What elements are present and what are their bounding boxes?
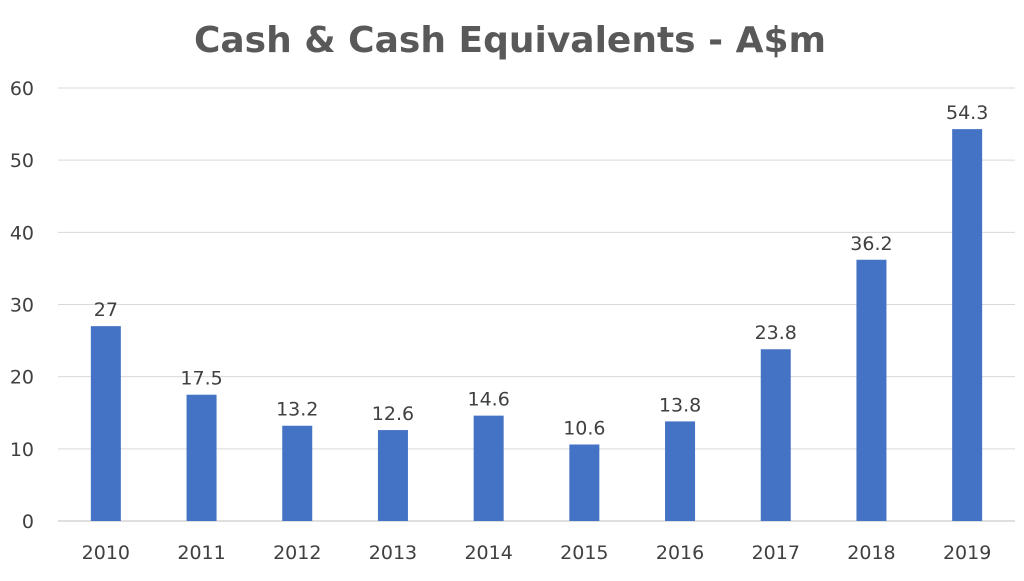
x-tick-label: 2015 [560, 542, 608, 564]
data-label: 23.8 [755, 322, 797, 344]
bars [90, 129, 983, 521]
data-label: 36.2 [850, 233, 892, 255]
bar [760, 349, 791, 521]
x-tick-label: 2018 [847, 542, 895, 564]
bar [282, 425, 313, 521]
y-tick-label: 40 [10, 222, 34, 244]
data-label: 12.6 [372, 403, 414, 425]
bar [90, 326, 121, 521]
y-tick-label: 60 [10, 78, 34, 100]
data-label: 27 [94, 299, 118, 321]
y-tick-label: 20 [10, 367, 34, 389]
y-axis-tick-labels: 0 10 20 30 40 50 60 [10, 78, 34, 533]
x-axis-tick-labels: 2010 2011 2012 2013 2014 2015 2016 2017 2018 2019 [82, 542, 992, 564]
data-labels: 27 17.5 13.2 12.6 14.6 10.6 13.8 23.8 36.2 54.3 [94, 102, 989, 439]
bar [665, 421, 696, 521]
x-tick-label: 2016 [656, 542, 704, 564]
x-tick-label: 2017 [752, 542, 800, 564]
x-tick-label: 2011 [177, 542, 225, 564]
bar [473, 415, 504, 521]
bar [186, 394, 217, 521]
y-tick-label: 10 [10, 439, 34, 461]
data-label: 13.2 [276, 399, 318, 421]
data-label: 14.6 [467, 389, 509, 411]
x-tick-label: 2019 [943, 542, 991, 564]
bar [377, 430, 408, 521]
data-label: 10.6 [563, 418, 605, 440]
y-tick-label: 0 [22, 511, 34, 533]
data-label: 13.8 [659, 394, 701, 416]
gridlines [58, 87, 1015, 522]
x-tick-label: 2012 [273, 542, 321, 564]
x-tick-label: 2014 [464, 542, 512, 564]
bar [856, 259, 887, 521]
chart-title: Cash & Cash Equivalents - A$m [194, 20, 826, 61]
x-tick-label: 2010 [82, 542, 130, 564]
bar [569, 444, 600, 521]
x-tick-label: 2013 [369, 542, 417, 564]
y-tick-label: 30 [10, 295, 34, 317]
bar [952, 129, 983, 521]
data-label: 17.5 [180, 368, 222, 390]
y-tick-label: 50 [10, 150, 34, 172]
data-label: 54.3 [946, 102, 988, 124]
